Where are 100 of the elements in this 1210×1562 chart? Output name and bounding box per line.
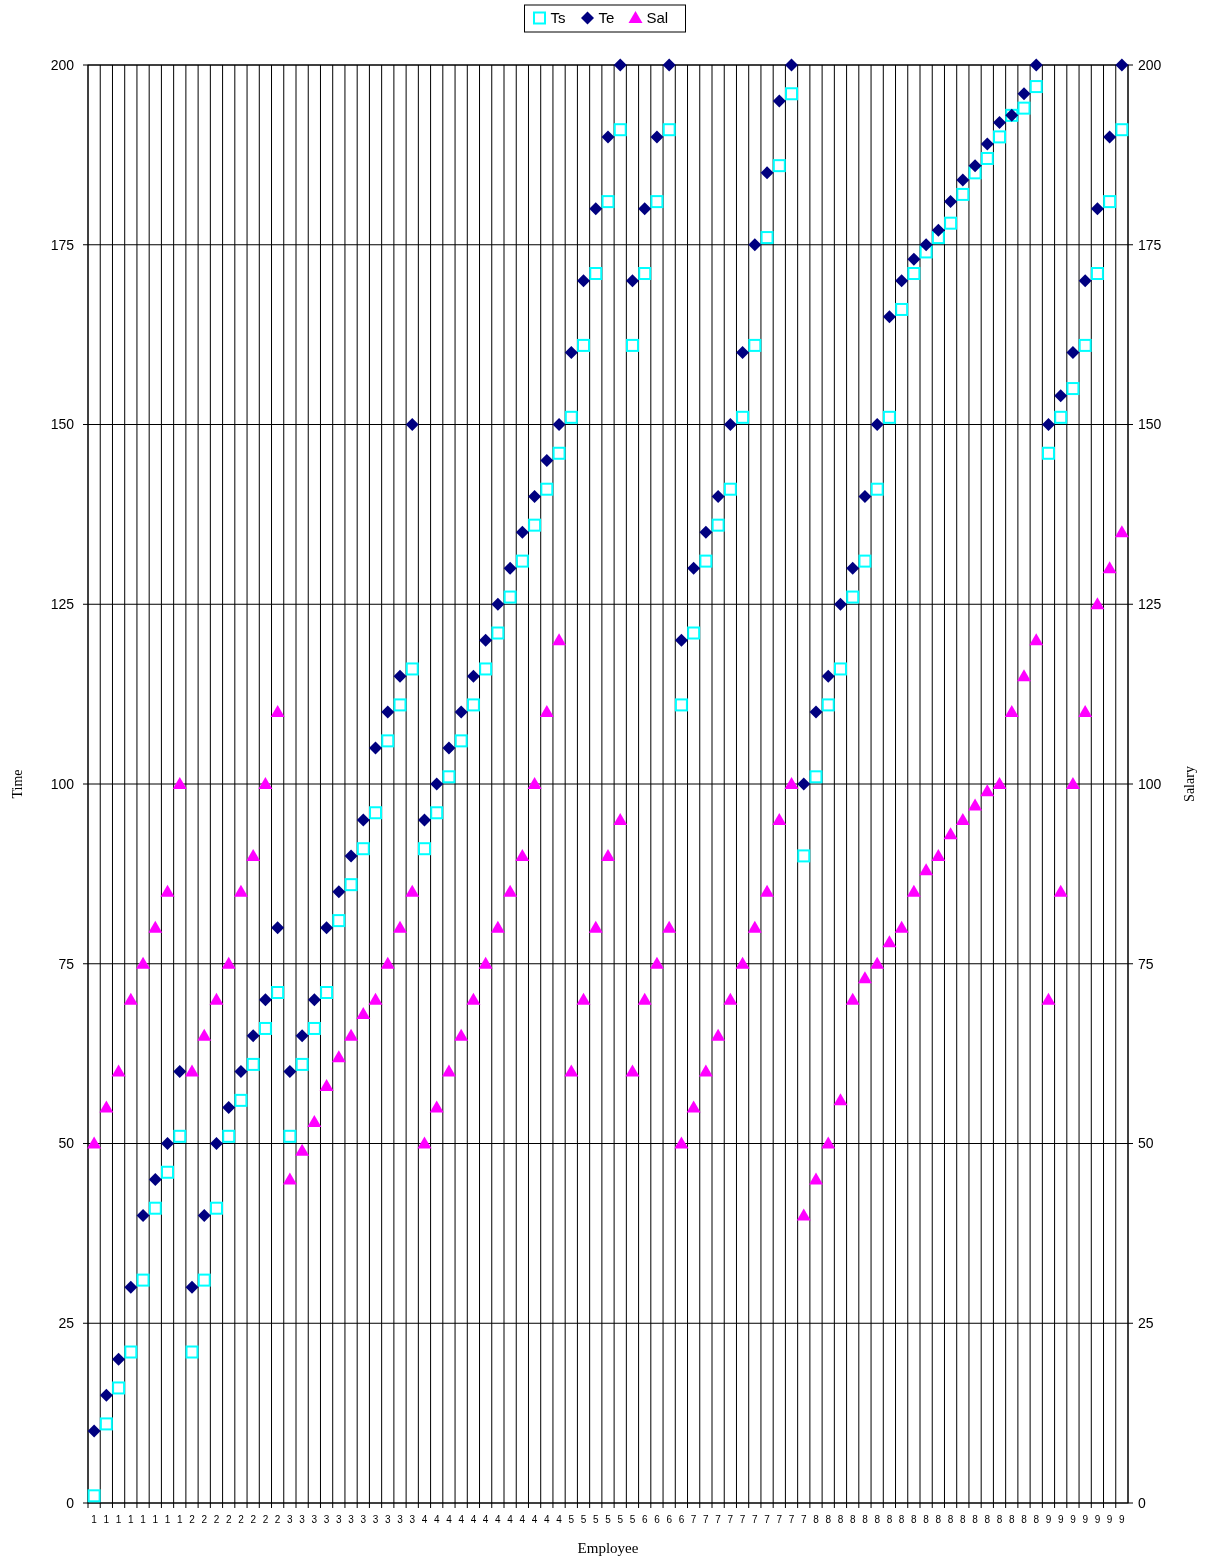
x-tick-label: 8 — [1033, 1514, 1040, 1525]
y2-tick-label: 125 — [1138, 596, 1162, 613]
x-tick-label: 1 — [164, 1514, 171, 1525]
x-tick-label: 3 — [299, 1514, 306, 1525]
x-tick-label: 8 — [947, 1514, 954, 1525]
x-tick-label: 8 — [874, 1514, 881, 1525]
y2-tick-label: 75 — [1138, 955, 1154, 972]
y2-tick-label: 50 — [1138, 1135, 1154, 1152]
x-tick-label: 2 — [201, 1514, 208, 1525]
x-tick-label: 2 — [213, 1514, 220, 1525]
x-tick-label: 8 — [862, 1514, 869, 1525]
x-tick-label: 1 — [103, 1514, 110, 1525]
x-tick-label: 2 — [262, 1514, 269, 1525]
legend-label: Te — [598, 9, 615, 27]
x-tick-label: 2 — [274, 1514, 281, 1525]
x-tick-label: 6 — [641, 1514, 648, 1525]
y2-tick-label: 25 — [1138, 1315, 1154, 1332]
y2-tick-label: 100 — [1138, 775, 1162, 792]
legend-label: Sal — [646, 9, 669, 27]
x-tick-label: 7 — [764, 1514, 771, 1525]
y-axis-title: Time — [10, 769, 25, 799]
x-tick-label: 1 — [91, 1514, 98, 1525]
x-axis-title: Employee — [577, 1540, 639, 1556]
y2-tick-label: 200 — [1138, 56, 1162, 73]
x-tick-label: 1 — [152, 1514, 159, 1525]
y2-tick-label: 150 — [1138, 416, 1162, 433]
x-tick-label: 1 — [140, 1514, 147, 1525]
y-tick-label: 50 — [58, 1135, 75, 1152]
y-tick-label: 125 — [50, 596, 75, 613]
legend-label: Ts — [550, 9, 566, 27]
x-tick-label: 8 — [996, 1514, 1003, 1525]
x-tick-label: 3 — [336, 1514, 343, 1525]
x-tick-label: 1 — [176, 1514, 183, 1525]
y-tick-label: 75 — [58, 955, 75, 972]
x-tick-label: 6 — [666, 1514, 673, 1525]
x-tick-label: 5 — [617, 1514, 624, 1525]
x-tick-label: 7 — [703, 1514, 710, 1525]
y-tick-label: 150 — [50, 416, 75, 433]
x-tick-label: 4 — [495, 1514, 502, 1525]
y2-tick-label: 0 — [1138, 1494, 1146, 1511]
x-tick-label: 5 — [592, 1514, 599, 1525]
x-tick-label: 5 — [605, 1514, 612, 1525]
x-tick-label: 8 — [972, 1514, 979, 1525]
x-tick-label: 3 — [372, 1514, 379, 1525]
y2-axis-title: Salary — [1182, 766, 1197, 802]
x-tick-label: 7 — [752, 1514, 759, 1525]
x-tick-label: 9 — [1119, 1514, 1126, 1525]
x-tick-label: 7 — [690, 1514, 697, 1525]
x-tick-label: 9 — [1045, 1514, 1052, 1525]
x-tick-label: 2 — [225, 1514, 232, 1525]
x-tick-label: 5 — [580, 1514, 587, 1525]
x-tick-label: 4 — [519, 1514, 526, 1525]
x-tick-label: 8 — [960, 1514, 967, 1525]
x-tick-label: 9 — [1106, 1514, 1113, 1525]
x-tick-label: 3 — [287, 1514, 294, 1525]
y-tick-label: 175 — [50, 236, 75, 253]
x-tick-label: 4 — [421, 1514, 428, 1525]
x-tick-label: 8 — [813, 1514, 820, 1525]
x-tick-label: 4 — [470, 1514, 477, 1525]
x-tick-label: 3 — [409, 1514, 416, 1525]
x-tick-label: 7 — [715, 1514, 722, 1525]
x-tick-label: 4 — [446, 1514, 453, 1525]
x-tick-label: 8 — [849, 1514, 856, 1525]
x-tick-label: 3 — [397, 1514, 404, 1525]
x-tick-label: 2 — [250, 1514, 257, 1525]
x-tick-label: 9 — [1082, 1514, 1089, 1525]
x-tick-label: 8 — [923, 1514, 930, 1525]
x-tick-label: 3 — [384, 1514, 391, 1525]
x-tick-label: 8 — [898, 1514, 905, 1525]
x-tick-label: 3 — [323, 1514, 330, 1525]
x-tick-label: 3 — [348, 1514, 355, 1525]
x-tick-label: 1 — [128, 1514, 135, 1525]
x-tick-label: 8 — [984, 1514, 991, 1525]
y-tick-label: 0 — [66, 1494, 75, 1511]
x-tick-label: 7 — [788, 1514, 795, 1525]
x-tick-label: 2 — [238, 1514, 245, 1525]
x-tick-label: 3 — [360, 1514, 367, 1525]
x-tick-label: 8 — [886, 1514, 893, 1525]
x-tick-label: 8 — [837, 1514, 844, 1525]
x-tick-label: 6 — [654, 1514, 661, 1525]
x-tick-label: 6 — [678, 1514, 685, 1525]
x-tick-label: 9 — [1057, 1514, 1064, 1525]
x-tick-label: 5 — [629, 1514, 636, 1525]
x-tick-label: 4 — [544, 1514, 551, 1525]
x-tick-label: 2 — [189, 1514, 196, 1525]
x-tick-label: 3 — [311, 1514, 318, 1525]
x-tick-label: 4 — [556, 1514, 563, 1525]
x-tick-label: 1 — [115, 1514, 122, 1525]
x-tick-label: 7 — [800, 1514, 807, 1525]
x-tick-label: 7 — [727, 1514, 734, 1525]
x-tick-label: 8 — [1021, 1514, 1028, 1525]
y-tick-label: 100 — [50, 775, 75, 792]
x-tick-label: 4 — [507, 1514, 514, 1525]
x-tick-label: 8 — [1008, 1514, 1015, 1525]
y-tick-label: 25 — [58, 1315, 75, 1332]
x-tick-label: 8 — [825, 1514, 832, 1525]
x-tick-label: 8 — [935, 1514, 942, 1525]
x-tick-label: 5 — [568, 1514, 575, 1525]
x-tick-label: 4 — [482, 1514, 489, 1525]
x-tick-label: 7 — [739, 1514, 746, 1525]
